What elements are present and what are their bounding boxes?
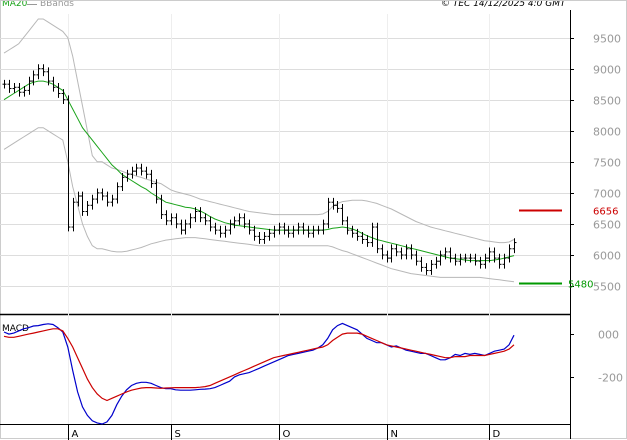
price-tick-label: 5500 [593,281,621,294]
month-label: D [493,429,501,440]
level-label: 6656 [593,207,618,218]
ma20-line [3,80,515,262]
macd-tick-label: -200 [598,372,623,385]
price-tick-label: 9500 [593,33,621,46]
copyright-text: © TEC 14/12/2025 4:0 GMT [441,0,566,9]
legend-bbands-swatch [27,4,37,5]
month-label: S [175,429,181,440]
bbands-upper-line [3,18,515,244]
level-label: 5480 [568,280,593,291]
price-tick-label: 8500 [593,95,621,108]
month-label: N [391,429,398,440]
legend-bbands: BBands [40,0,74,9]
price-tick-label: 6500 [593,219,621,232]
month-label: A [72,429,79,440]
macd-line [3,322,515,425]
macd-signal-line [3,328,515,402]
price-tick-label: 6000 [593,250,621,263]
bbands-lower-line [3,127,515,283]
macd-tick-label: 000 [598,329,619,342]
legend-ma20: MA20 [2,0,28,9]
price-tick-label: 8000 [593,126,621,139]
month-label: O [283,429,291,440]
price-tick-label: 9000 [593,64,621,77]
macd-title: MACD [2,324,29,334]
price-tick-label: 7000 [593,188,621,201]
price-tick-label: 7500 [593,157,621,170]
